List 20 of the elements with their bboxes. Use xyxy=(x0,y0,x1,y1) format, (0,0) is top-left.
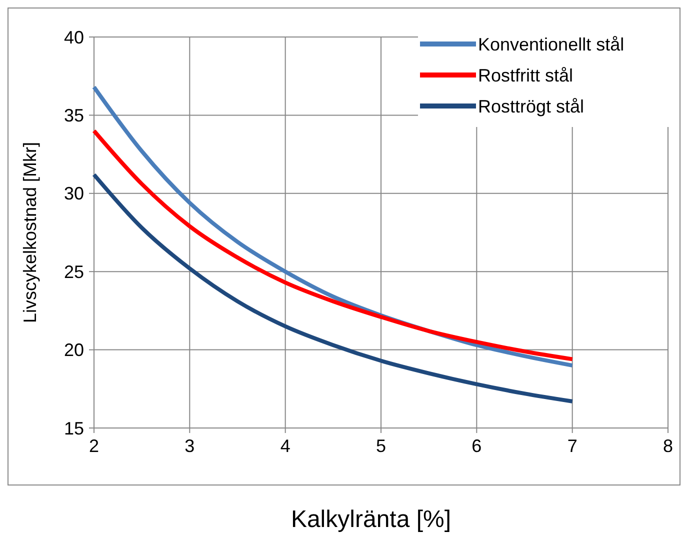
y-tick-label: 35 xyxy=(64,106,84,126)
legend-label: Rostfritt stål xyxy=(478,65,574,86)
y-tick-label: 25 xyxy=(64,262,84,282)
y-tick-label: 20 xyxy=(64,340,84,360)
legend-label: Konventionellt stål xyxy=(478,34,624,54)
x-tick-label: 8 xyxy=(662,436,674,456)
line-series xyxy=(92,172,574,404)
line-series xyxy=(92,128,574,362)
x-tick-label: 2 xyxy=(88,436,100,456)
x-tick-label: 4 xyxy=(280,436,290,456)
y-tick-label: 15 xyxy=(64,418,84,438)
x-tick-label: 6 xyxy=(472,436,482,456)
x-tick-label: 5 xyxy=(376,436,386,456)
y-tick-label: 30 xyxy=(64,184,84,204)
x-tick-label: 3 xyxy=(184,436,195,456)
x-axis-title: Kalkylränta [%] xyxy=(290,506,452,533)
y-axis-title: Livscykelkostnad [Mkr] xyxy=(20,142,40,324)
y-tick-label: 40 xyxy=(64,27,84,48)
legend-label: Rosttrögt stål xyxy=(478,96,584,116)
x-tick-label: 7 xyxy=(567,436,578,456)
